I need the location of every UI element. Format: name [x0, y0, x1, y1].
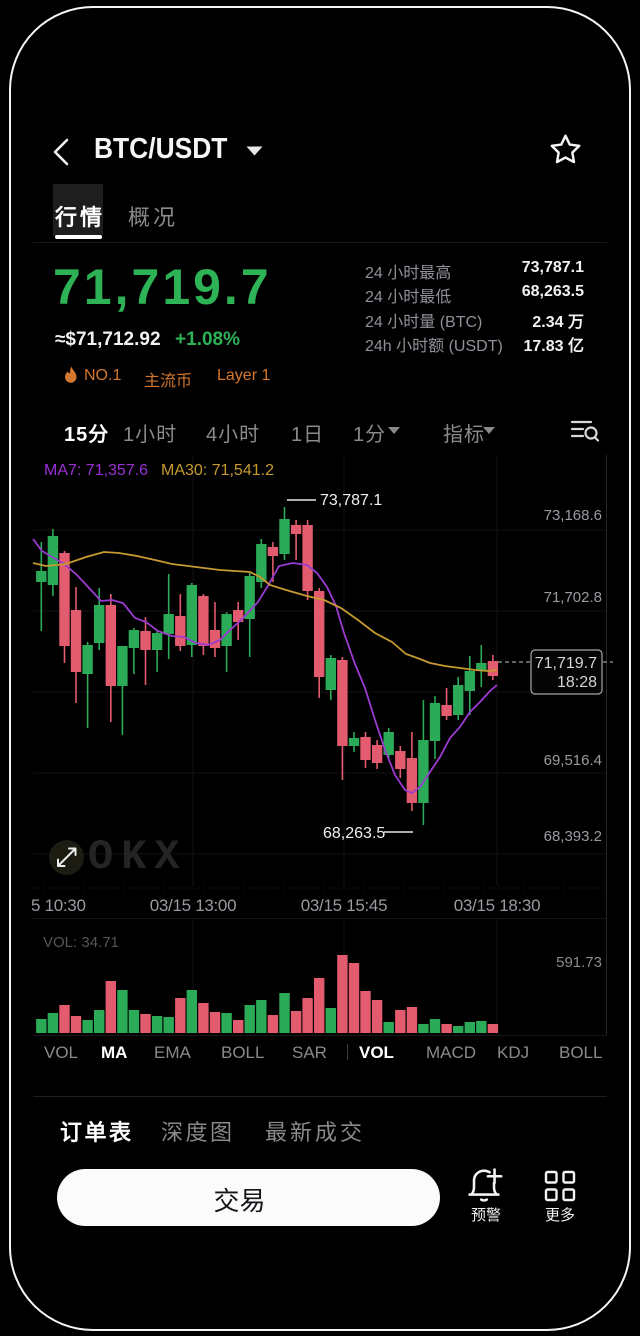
svg-text:VOL: 34.71: VOL: 34.71: [43, 934, 119, 951]
svg-text:5 10:30: 5 10:30: [31, 896, 86, 915]
svg-text:69,516.4: 69,516.4: [544, 752, 602, 769]
svg-text:68,263.5: 68,263.5: [323, 825, 385, 842]
svg-text:73,168.6: 73,168.6: [544, 507, 602, 524]
svg-text:71,702.8: 71,702.8: [544, 589, 602, 606]
svg-text:71,719.7: 71,719.7: [535, 655, 597, 672]
svg-text:OKX: OKX: [88, 833, 188, 881]
svg-text:68,393.2: 68,393.2: [544, 828, 602, 845]
svg-text:03/15 13:00: 03/15 13:00: [150, 896, 237, 915]
svg-text:18:28: 18:28: [557, 674, 597, 691]
svg-text:73,787.1: 73,787.1: [320, 492, 382, 509]
svg-text:591.73: 591.73: [556, 954, 602, 971]
svg-text:03/15 18:30: 03/15 18:30: [454, 896, 541, 915]
svg-text:03/15 15:45: 03/15 15:45: [301, 896, 388, 915]
